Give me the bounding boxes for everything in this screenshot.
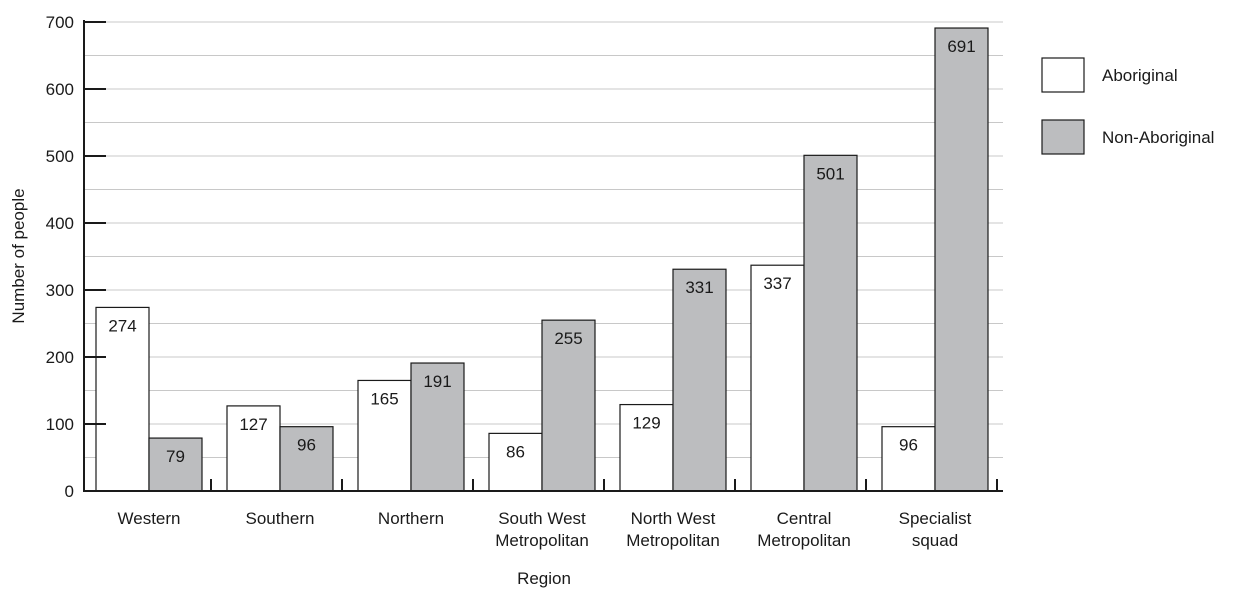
bars: 274 127 165 86 129 337 96 79 96 191 255 331 501 691 <box>95 27 989 492</box>
bar <box>279 426 334 492</box>
legend-label: Non-Aboriginal <box>1102 128 1214 147</box>
y-axis-title: Number of people <box>9 188 28 323</box>
bar <box>410 362 465 492</box>
bar-value-label: 337 <box>763 274 791 293</box>
legend: Aboriginal Non-Aboriginal <box>1041 57 1214 155</box>
bar-value-label: 255 <box>554 329 582 348</box>
bar-value-label: 96 <box>899 436 918 455</box>
bar <box>934 27 989 492</box>
bar-value-label: 191 <box>423 372 451 391</box>
y-tick-label: 700 <box>46 13 74 32</box>
bar <box>803 154 858 492</box>
x-tick-label: South West Metropolitan <box>495 509 589 550</box>
bar <box>357 379 412 492</box>
bar <box>541 319 596 492</box>
x-tick-label: Southern <box>246 509 315 528</box>
bar-value-label: 274 <box>108 316 136 335</box>
y-tick-labels: 0 100 200 300 400 500 600 700 <box>46 13 74 501</box>
y-tick-label: 500 <box>46 147 74 166</box>
axes <box>83 20 1003 492</box>
legend-label: Aboriginal <box>1102 66 1178 85</box>
bar-value-label: 331 <box>685 278 713 297</box>
x-tick-label: Northern <box>378 509 444 528</box>
legend-swatch <box>1041 119 1085 155</box>
bar-value-label: 501 <box>816 164 844 183</box>
bar-value-label: 129 <box>632 414 660 433</box>
bar <box>750 264 805 492</box>
x-tick-label: North West Metropolitan <box>626 509 720 550</box>
bar-value-label: 127 <box>239 415 267 434</box>
legend-swatch <box>1041 57 1085 93</box>
x-axis-title: Region <box>517 569 571 588</box>
x-tick-label: Central Metropolitan <box>757 509 851 550</box>
bar <box>95 306 150 492</box>
bar <box>148 437 203 492</box>
bar-value-label: 96 <box>297 436 316 455</box>
y-tick-label: 400 <box>46 214 74 233</box>
x-tick-label: Western <box>118 509 181 528</box>
x-tick-label: Specialist squad <box>899 509 972 550</box>
bar <box>672 268 727 492</box>
y-tick-label: 200 <box>46 348 74 367</box>
x-tick-labels: Western Southern Northern South West Metropo… <box>118 509 972 550</box>
bar-value-label: 86 <box>506 442 525 461</box>
y-tick-label: 300 <box>46 281 74 300</box>
y-tick-label: 100 <box>46 415 74 434</box>
bar <box>881 426 936 492</box>
bar-value-label: 79 <box>166 447 185 466</box>
y-tick-label: 600 <box>46 80 74 99</box>
y-tick-label: 0 <box>65 482 74 501</box>
bar-value-label: 691 <box>947 37 975 56</box>
bar-value-label: 165 <box>370 389 398 408</box>
